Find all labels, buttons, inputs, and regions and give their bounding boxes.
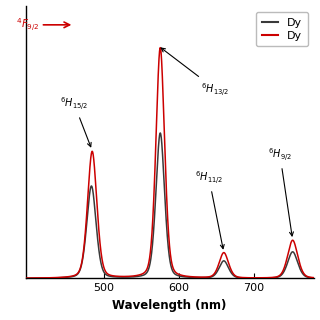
- Text: $^6H_{11/2}$: $^6H_{11/2}$: [195, 169, 224, 249]
- Text: $^6H_{15/2}$: $^6H_{15/2}$: [60, 96, 91, 147]
- Text: $^4F_{9/2}$: $^4F_{9/2}$: [16, 16, 40, 33]
- Text: $^6H_{9/2}$: $^6H_{9/2}$: [268, 146, 293, 236]
- Legend: Dy, Dy: Dy, Dy: [256, 12, 308, 46]
- Text: $^6H_{13/2}$: $^6H_{13/2}$: [161, 48, 230, 98]
- X-axis label: Wavelength (nm): Wavelength (nm): [112, 299, 227, 312]
